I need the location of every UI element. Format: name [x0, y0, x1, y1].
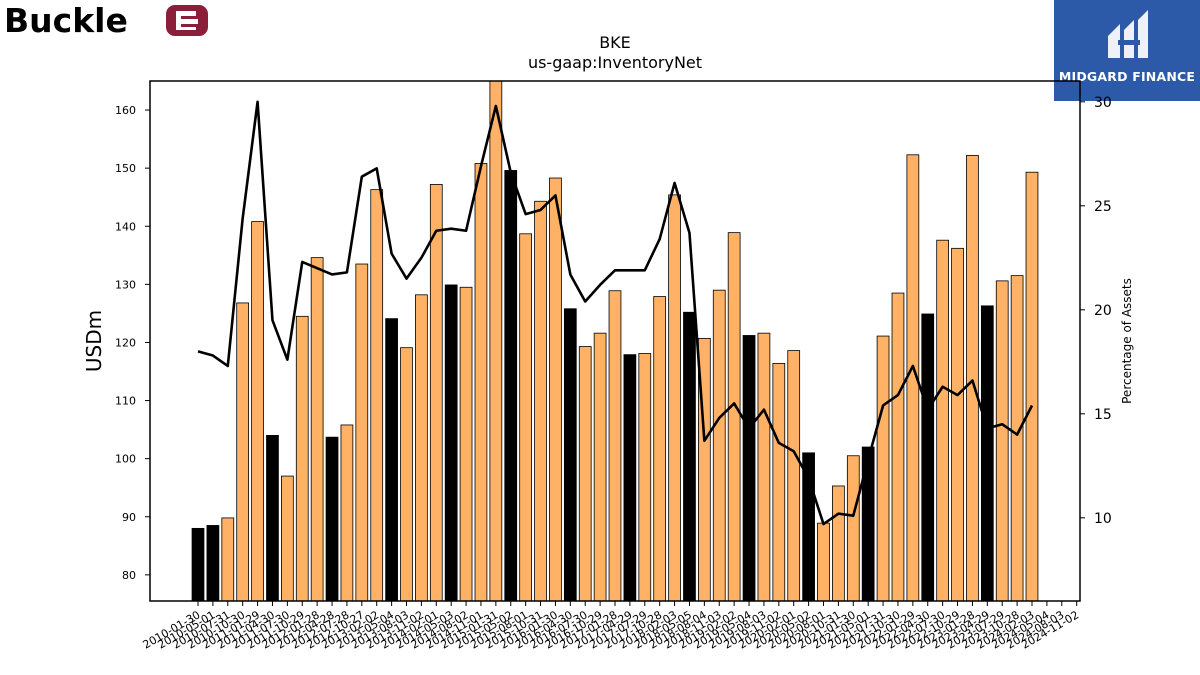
bar-2014-05-03: [444, 284, 458, 602]
pct-assets-series: [197, 100, 1034, 526]
bar-2021-10-30: [891, 292, 905, 602]
bar-2018-02-03: [668, 194, 681, 602]
y-axis-right: 10 15 20 25 30: [1080, 95, 1112, 527]
y-tick-label: 110: [115, 395, 136, 408]
y-axis-label: USDm: [82, 310, 106, 372]
bar-2013-08-03: [400, 347, 413, 602]
bar-2013-11-02: [415, 294, 428, 602]
bar-2011-10-29: [295, 315, 309, 602]
bar-2021-07-31: [876, 335, 890, 602]
y-tick-label: 120: [115, 336, 136, 349]
bar-2017-01-28: [608, 290, 622, 602]
bar-2015-01-31: [489, 80, 503, 602]
midgard-logo-icon: [1108, 10, 1148, 58]
y-tick-label: 160: [115, 104, 136, 117]
bar-2015-10-31: [534, 200, 547, 602]
bar-2012-10-27: [355, 263, 369, 602]
x-axis: 2010-01-302010-05-012010-07-312010-10-30…: [141, 601, 1081, 652]
logo-mark-icon: [166, 5, 208, 36]
bar-2011-04-30: [266, 435, 279, 602]
y-tick-label: 80: [122, 569, 136, 582]
bar-2020-02-01: [787, 350, 801, 602]
chart-title: BKE: [599, 33, 631, 52]
bar-2020-10-31: [832, 485, 845, 602]
bar-2010-07-31: [221, 517, 235, 602]
bar-2020-05-02: [802, 452, 815, 602]
y2-axis-label: Percentage of Assets: [1120, 278, 1134, 404]
bar-2019-08-03: [757, 332, 771, 602]
chart-subtitle: us-gaap:InventoryNet: [528, 53, 702, 72]
y2-tick-label: 20: [1094, 303, 1112, 319]
bar-2022-10-29: [951, 247, 964, 602]
bar-2010-01-30: [191, 527, 205, 602]
y2-tick-label: 10: [1094, 511, 1112, 527]
y2-tick-label: 15: [1094, 407, 1112, 423]
bar-2013-02-02: [370, 189, 384, 602]
bar-2015-08-01: [519, 233, 533, 602]
bar-2023-10-28: [1010, 275, 1024, 602]
bar-2017-04-29: [623, 354, 637, 602]
bar-2016-04-30: [563, 308, 577, 602]
badge-label: MIDGARD FINANCE: [1058, 69, 1196, 84]
bar-2019-11-02: [772, 362, 786, 602]
bar-2012-07-28: [340, 424, 354, 602]
bar-2011-01-29: [251, 221, 264, 602]
y-tick-label: 150: [115, 162, 136, 175]
y-tick-label: 90: [122, 511, 136, 524]
bar-2012-01-28: [310, 257, 324, 602]
bar-2016-01-30: [549, 177, 562, 602]
bar-2017-07-29: [638, 353, 652, 602]
bar-2021-05-01: [861, 446, 875, 602]
bar-2014-08-02: [459, 286, 473, 602]
bar-series: [191, 80, 1039, 602]
bar-2023-07-29: [995, 280, 1009, 602]
bar-2011-07-30: [280, 475, 294, 602]
bar-2014-11-01: [474, 163, 488, 602]
bar-2019-05-04: [742, 335, 756, 602]
buckle-logo: Buckle: [4, 1, 214, 42]
bar-2010-10-30: [236, 302, 250, 602]
bar-2014-02-01: [429, 184, 443, 602]
y2-tick-label: 30: [1094, 95, 1112, 111]
logo-wordmark: Buckle: [4, 2, 128, 38]
midgard-finance-badge: MIDGARD FINANCE: [1054, 0, 1200, 101]
y-axis-left: 80 90 100 110 120 130 140 150 160: [115, 104, 150, 582]
bar-2013-05-04: [385, 318, 398, 602]
bar-2022-04-30: [921, 313, 935, 602]
pct-assets-line: [197, 100, 1034, 526]
bar-2018-05-05: [683, 311, 696, 602]
y-tick-label: 140: [115, 220, 136, 233]
bar-2022-07-30: [936, 239, 950, 602]
bar-2010-05-01: [206, 525, 220, 602]
bar-2024-02-03: [1025, 171, 1039, 602]
y2-tick-label: 25: [1094, 199, 1112, 215]
y-tick-label: 100: [115, 453, 136, 466]
bar-2020-08-01: [817, 522, 830, 602]
bar-2012-04-28: [325, 436, 339, 602]
bar-2018-11-03: [712, 289, 726, 602]
bar-2023-01-28: [966, 154, 979, 602]
bar-2019-02-02: [727, 232, 741, 602]
bar-2015-05-02: [504, 170, 518, 602]
y-tick-label: 130: [115, 278, 136, 291]
bar-2016-10-29: [593, 332, 607, 602]
bar-2021-01-30: [846, 455, 860, 602]
bar-2016-07-30: [578, 346, 592, 602]
bar-2023-04-29: [980, 305, 994, 602]
bar-2017-10-28: [653, 296, 667, 602]
